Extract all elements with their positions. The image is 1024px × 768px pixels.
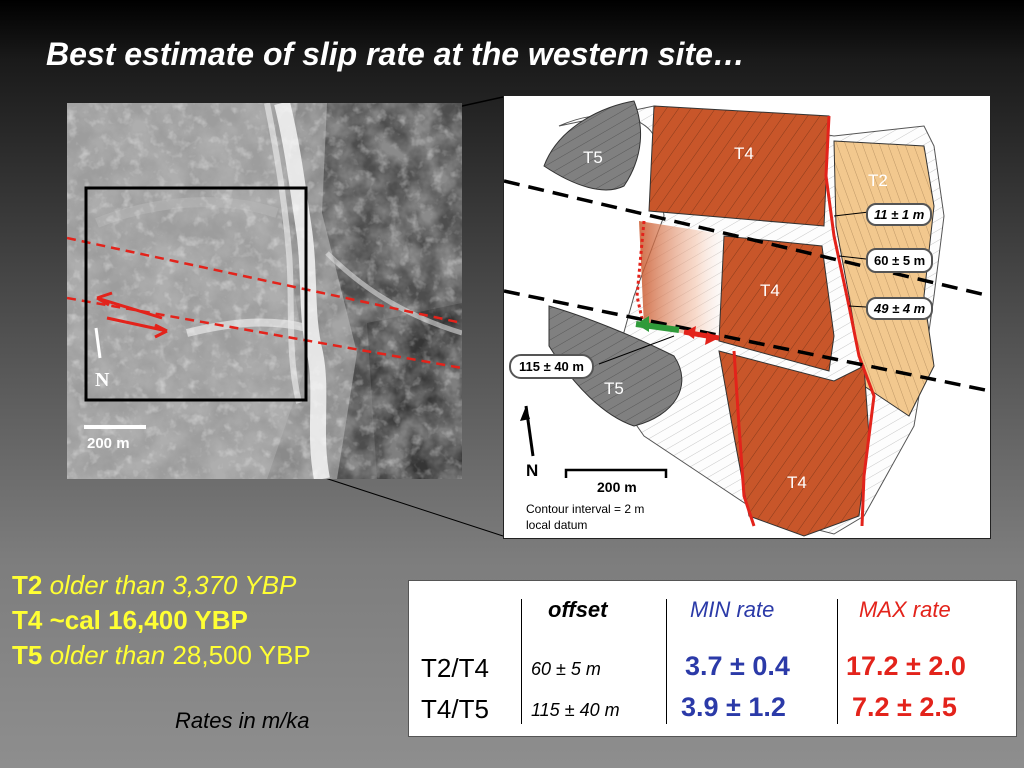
slide-title: Best estimate of slip rate at the wester… [46,36,745,72]
offset-callout-49m: 49 ± 4 m [866,297,934,320]
offset-callout-115m: 115 ± 40 m [509,354,594,379]
table-divider [521,599,522,724]
header-max-rate: MAX rate [859,597,951,622]
terrace-label-t4-lower: T4 [787,473,807,492]
age-row-t4: T4 ~cal 16,400 YBP [12,603,311,638]
aerial-photo: N 200 m [66,101,463,481]
age-qualifier-t5: older than [49,640,166,670]
age-row-t2: T2 older than 3,370 YBP [12,568,311,603]
age-terrace-t2: T2 [12,570,43,600]
terrace-label-t5-lower: T5 [604,379,624,398]
table-divider [837,599,838,724]
terrace-map: T5 T4 T2 T4 T5 T4 11 ± 1 m 60 ± 5 m 49 ±… [503,95,991,539]
header-min-rate: MIN rate [690,597,775,622]
slip-rate-table: offset MIN rate MAX rate T2/T4 60 ± 5 m … [408,580,1017,737]
header-offset: offset [548,597,608,622]
row-max-t4-t5: 7.2 ± 2.5 [852,692,957,722]
age-text-t5: 28,500 YBP [172,640,311,670]
row-min-t4-t5: 3.9 ± 1.2 [681,692,786,722]
row-pair-t4-t5: T4/T5 [421,694,489,724]
map-north-label: N [526,461,539,480]
age-approx-t4: ~ [49,605,65,635]
row-max-t2-t4: 17.2 ± 2.0 [846,651,966,681]
terrace-age-list: T2 older than 3,370 YBP T4 ~cal 16,400 Y… [12,568,311,673]
age-terrace-t5: T5 [12,640,43,670]
photo-scale-label: 200 m [87,435,130,452]
map-scale-label: 200 m [597,479,637,495]
age-terrace-t4: T4 [12,605,43,635]
terrace-label-t4-upper: T4 [734,144,754,163]
row-offset-t4-t5: 115 ± 40 m [531,700,620,720]
offset-callout-60m: 60 ± 5 m [866,248,934,273]
age-row-t5: T5 older than 28,500 YBP [12,638,311,673]
terrace-label-t2: T2 [868,171,888,190]
terrace-label-t5-upper: T5 [583,148,603,167]
offset-callout-11m: 11 ± 1 m [866,203,933,226]
row-min-t2-t4: 3.7 ± 0.4 [685,651,790,681]
rates-units-note: Rates in m/ka [175,708,310,733]
terrace-label-t4-middle: T4 [760,281,780,300]
age-text-t4: cal 16,400 YBP [64,605,248,635]
row-offset-t2-t4: 60 ± 5 m [531,659,601,679]
table-divider [666,599,667,724]
contour-interval-note: Contour interval = 2 m [526,502,645,516]
row-pair-t2-t4: T2/T4 [421,653,489,683]
datum-note: local datum [526,518,588,532]
photo-north-label: N [95,369,110,391]
age-text-t2: older than 3,370 YBP [49,570,297,600]
